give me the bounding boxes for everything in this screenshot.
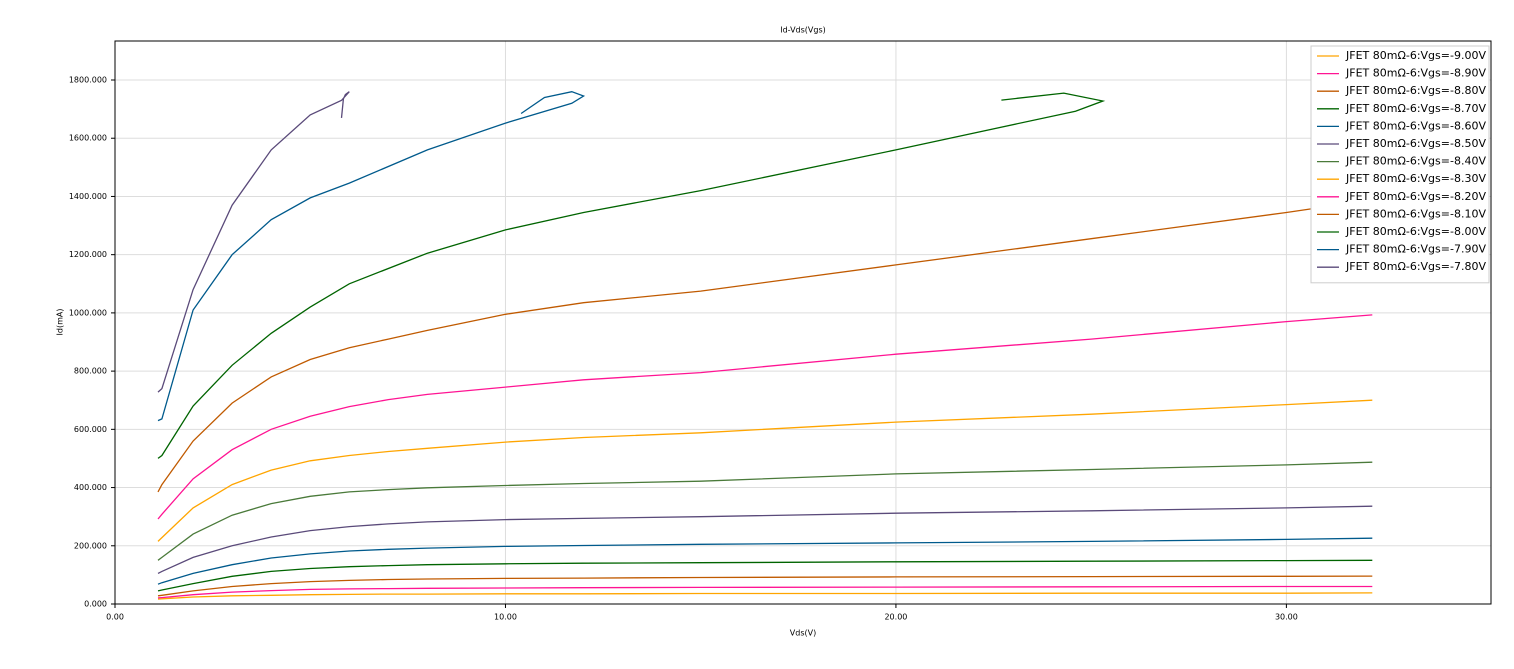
legend-label: JFET 80mΩ-6:Vgs=-8.60V [1345, 119, 1486, 132]
legend: JFET 80mΩ-6:Vgs=-9.00V JFET 80mΩ-6:Vgs=-8… [1310, 45, 1490, 284]
legend-label: JFET 80mΩ-6:Vgs=-8.20V [1345, 190, 1486, 203]
x-tick-label: 20.00 [884, 613, 907, 622]
y-tick-label: 1400.000 [69, 192, 107, 201]
y-tick-label: 200.000 [74, 541, 107, 550]
legend-label: JFET 80mΩ-6:Vgs=-8.30V [1345, 172, 1486, 185]
legend-label: JFET 80mΩ-6:Vgs=-7.90V [1345, 243, 1486, 256]
series-line [157, 592, 1373, 600]
series-line [157, 91, 350, 393]
series-line [157, 399, 1373, 542]
series-line [157, 559, 1373, 592]
x-tick-label: 30.00 [1275, 613, 1298, 622]
series-line [157, 537, 1373, 585]
series-line [157, 585, 1373, 599]
chart-title: Id-Vds(Vgs) [780, 26, 826, 35]
legend-box [1310, 45, 1490, 284]
series-line [157, 505, 1373, 574]
y-tick-label: 400.000 [74, 483, 107, 492]
y-tick-label: 1200.000 [69, 250, 107, 259]
x-tick-label: 10.00 [494, 613, 517, 622]
plot-frame [114, 40, 1492, 605]
y-tick-label: 800.000 [74, 367, 107, 376]
series-line [157, 91, 586, 422]
legend-label: JFET 80mΩ-6:Vgs=-8.80V [1345, 84, 1486, 97]
x-axis-label: Vds(V) [790, 629, 816, 638]
legend-label: JFET 80mΩ-6:Vgs=-8.70V [1345, 102, 1486, 115]
series-line [157, 575, 1373, 597]
y-tick-label: 600.000 [74, 425, 107, 434]
series-line [157, 199, 1373, 493]
legend-label: JFET 80mΩ-6:Vgs=-7.80V [1345, 260, 1486, 273]
y-tick-label: 1000.000 [69, 308, 107, 317]
legend-label: JFET 80mΩ-6:Vgs=-8.00V [1345, 225, 1486, 238]
series-line [157, 461, 1373, 561]
y-tick-label: 1600.000 [69, 134, 107, 143]
y-tick-label: 0.000 [84, 600, 107, 609]
y-axis-label: Id(mA) [56, 309, 65, 336]
legend-label: JFET 80mΩ-6:Vgs=-8.40V [1345, 155, 1486, 168]
series-line [157, 92, 1106, 459]
y-tick-label: 1800.000 [69, 76, 107, 85]
legend-label: JFET 80mΩ-6:Vgs=-8.90V [1345, 67, 1486, 80]
legend-label: JFET 80mΩ-6:Vgs=-9.00V [1345, 49, 1486, 62]
series-line [157, 314, 1373, 520]
legend-label: JFET 80mΩ-6:Vgs=-8.10V [1345, 207, 1486, 220]
legend-label: JFET 80mΩ-6:Vgs=-8.50V [1345, 137, 1486, 150]
x-tick-label: 0.00 [106, 613, 124, 622]
